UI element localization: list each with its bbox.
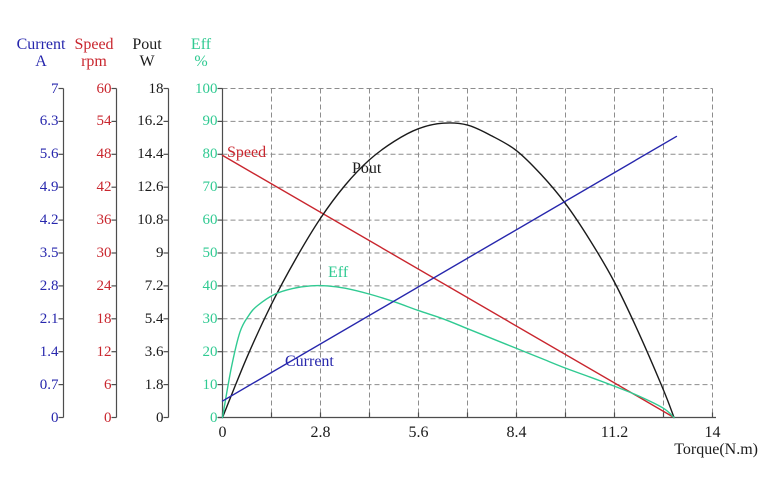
eff-axis-tick-label: 70 [202,179,218,196]
current-curve-label: Current [285,353,334,370]
current-axis-tick-label: 4.9 [39,179,59,196]
current-axis-title: Current [16,36,66,53]
current-axis-tick-label: 0 [51,409,59,426]
eff-axis-tick-label: 30 [202,310,218,327]
eff-axis-tick-label: 80 [202,146,218,163]
current-axis-tick-label: 3.5 [39,245,59,261]
eff-axis-tick-label: 90 [202,113,218,130]
current-axis-tick-label: 7 [51,80,59,97]
x-axis-tick-label: 11.2 [600,424,629,441]
x-axis-tick-label: 2.8 [310,424,331,441]
current-curve [221,135,678,402]
pout-axis-header: Pout W [132,36,161,70]
pout-axis-tick-label: 0 [156,409,164,426]
current-axis-tick-label: 2.8 [39,277,59,294]
current-axis-tick-label: 5.6 [39,146,59,163]
eff-axis-header: Eff % [191,36,211,70]
pout-curve-label: Pout [352,160,382,177]
pout-axis-tick-label: 7.2 [144,277,164,294]
speed-axis-unit: rpm [81,53,107,70]
current-axis-tick-label: 4.2 [39,212,59,229]
speed-axis-title: Speed [74,36,114,53]
pout-axis-tick-label: 5.4 [144,310,164,327]
eff-axis-tick-label: 20 [202,343,218,360]
pout-curve [221,122,675,419]
current-axis-header: Current A [17,36,66,70]
speed-axis-tick-label: 6 [104,376,112,393]
eff-axis-unit: % [194,53,208,70]
eff-axis-tick-label: 10 [202,376,218,393]
eff-curve-label: Eff [328,264,349,281]
x-axis-tick-label: 14 [704,424,721,441]
x-axis-tick-label: 8.4 [506,424,527,441]
pout-axis-title: Pout [132,36,162,53]
current-axis-tick-label: 2.1 [39,310,59,327]
speed-axis-tick-label: 60 [96,80,112,97]
current-axis-unit: A [35,53,47,70]
pout-axis-tick-label: 10.8 [137,212,164,229]
speed-axis-tick-label: 30 [96,245,112,261]
speed-axis-tick-label: 24 [96,277,112,294]
speed-axis-tick-label: 54 [96,113,112,130]
pout-axis-tick-label: 3.6 [144,343,164,360]
speed-axis-tick-label: 48 [96,146,112,163]
pout-axis-tick-label: 18 [148,80,164,97]
speed-axis-tick-label: 36 [96,212,112,229]
pout-axis-tick-label: 9 [156,245,164,261]
x-axis-tick-label: 0 [218,424,227,441]
eff-axis-tick-label: 50 [202,245,218,261]
eff-axis-tick-label: 60 [202,212,218,229]
speed-axis-tick-label: 12 [96,343,112,360]
eff-axis-tick-label: 40 [202,277,218,294]
pout-axis-tick-label: 12.6 [137,179,164,196]
eff-axis-title: Eff [190,36,212,53]
pout-axis-tick-label: 1.8 [144,376,164,393]
speed-axis-tick-label: 42 [96,179,112,196]
speed-axis-header: Speed rpm [74,36,113,70]
current-axis-tick-label: 1.4 [39,343,59,360]
eff-curve [221,284,675,419]
speed-curve-label: Speed [227,144,267,161]
pout-axis-unit: W [139,53,155,70]
eff-axis-tick-label: 100 [195,80,218,97]
current-axis-tick-label: 0.7 [39,376,59,393]
current-axis-tick-label: 6.3 [39,113,59,130]
speed-axis-tick-label: 18 [96,310,112,327]
eff-axis-tick-label: 0 [210,409,218,426]
speed-curve [221,154,675,419]
x-axis-title: Torque(N.m) [674,441,758,458]
pout-axis-tick-label: 16.2 [137,113,164,130]
x-axis-tick-label: 5.6 [408,424,429,441]
pout-axis-tick-label: 14.4 [137,146,164,163]
speed-axis-tick-label: 0 [104,409,112,426]
